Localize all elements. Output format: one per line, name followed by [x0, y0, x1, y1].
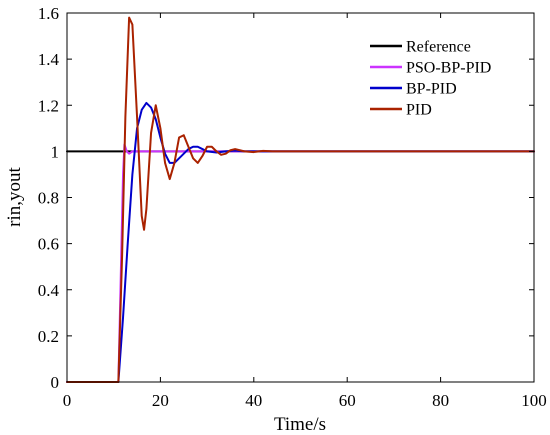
y-tick-label-4: 0.8: [38, 189, 59, 208]
legend-label-2: BP-PID: [406, 81, 457, 98]
legend-label-0: Reference: [406, 39, 471, 56]
y-tick-label-1: 0.2: [38, 327, 59, 346]
y-tick-label-2: 0.4: [38, 281, 60, 300]
y-axis-ticks: 0 0.2 0.4 0.6 0.8 1 1.2 1.4 1.6: [38, 4, 534, 392]
legend-label-3: PID: [406, 102, 432, 119]
plot-area-background: [67, 13, 534, 382]
y-axis-label: rin,yout: [4, 166, 25, 226]
x-tick-label-1: 20: [152, 391, 169, 410]
y-tick-label-7: 1.4: [38, 50, 60, 69]
y-tick-label-8: 1.6: [38, 4, 59, 23]
y-tick-label-0: 0: [51, 373, 60, 392]
y-tick-label-6: 1.2: [38, 96, 59, 115]
x-axis-ticks: 0 20 40 60 80 100: [63, 13, 547, 410]
x-tick-label-4: 80: [432, 391, 449, 410]
x-tick-label-2: 40: [245, 391, 262, 410]
series-line-3: [66, 16, 535, 383]
x-tick-label-5: 100: [521, 391, 547, 410]
series-layer: [66, 16, 535, 383]
y-tick-label-5: 1: [51, 142, 60, 161]
legend-label-1: PSO-BP-PID: [406, 60, 491, 77]
legend: Reference PSO-BP-PID BP-PID PID: [370, 39, 491, 119]
x-axis-label: Time/s: [274, 414, 326, 435]
x-tick-label-0: 0: [63, 391, 72, 410]
x-tick-label-3: 60: [339, 391, 356, 410]
y-tick-label-3: 0.6: [38, 235, 59, 254]
